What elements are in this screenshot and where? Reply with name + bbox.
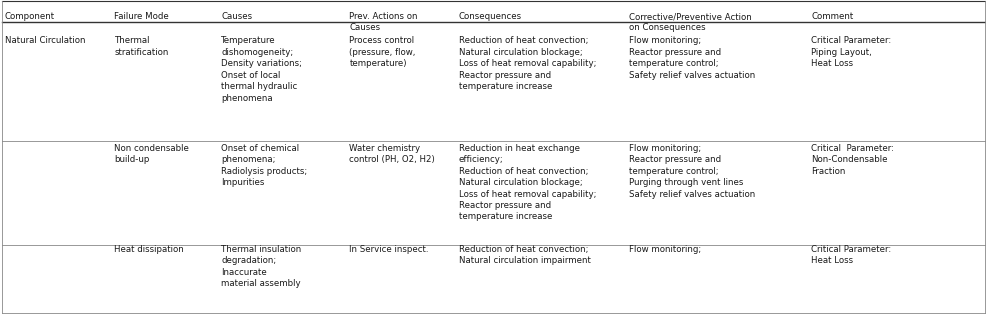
Text: Water chemistry
control (PH, O2, H2): Water chemistry control (PH, O2, H2)	[349, 144, 435, 164]
Text: Flow monitoring;: Flow monitoring;	[628, 245, 700, 254]
Text: Onset of chemical
phenomena;
Radiolysis products;
Impurities: Onset of chemical phenomena; Radiolysis …	[221, 144, 307, 187]
Text: Causes: Causes	[221, 12, 252, 21]
Text: Corrective/Preventive Action
on Consequences: Corrective/Preventive Action on Conseque…	[628, 12, 750, 33]
Text: Natural Circulation: Natural Circulation	[5, 36, 86, 45]
Text: Component: Component	[5, 12, 55, 21]
Text: Non condensable
build-up: Non condensable build-up	[114, 144, 189, 164]
Text: Consequences: Consequences	[458, 12, 522, 21]
Text: Comment: Comment	[810, 12, 853, 21]
Text: Thermal insulation
degradation;
Inaccurate
material assembly: Thermal insulation degradation; Inaccura…	[221, 245, 301, 288]
Text: Reduction in heat exchange
efficiency;
Reduction of heat convection;
Natural cir: Reduction in heat exchange efficiency; R…	[458, 144, 596, 222]
Text: Temperature
dishomogeneity;
Density variations;
Onset of local
thermal hydraulic: Temperature dishomogeneity; Density vari…	[221, 36, 302, 103]
Text: Flow monitoring;
Reactor pressure and
temperature control;
Purging through vent : Flow monitoring; Reactor pressure and te…	[628, 144, 754, 198]
Text: In Service inspect.: In Service inspect.	[349, 245, 429, 254]
Text: Critical Parameter:
Heat Loss: Critical Parameter: Heat Loss	[810, 245, 890, 265]
Text: Critical  Parameter:
Non-Condensable
Fraction: Critical Parameter: Non-Condensable Frac…	[810, 144, 893, 176]
Text: Reduction of heat convection;
Natural circulation impairment: Reduction of heat convection; Natural ci…	[458, 245, 591, 265]
Text: Failure Mode: Failure Mode	[114, 12, 169, 21]
Text: Heat dissipation: Heat dissipation	[114, 245, 184, 254]
Text: Reduction of heat convection;
Natural circulation blockage;
Loss of heat removal: Reduction of heat convection; Natural ci…	[458, 36, 596, 91]
Text: Thermal
stratification: Thermal stratification	[114, 36, 169, 57]
Text: Critical Parameter:
Piping Layout,
Heat Loss: Critical Parameter: Piping Layout, Heat …	[810, 36, 890, 68]
Text: Process control
(pressure, flow,
temperature): Process control (pressure, flow, tempera…	[349, 36, 415, 68]
Text: Prev. Actions on
Causes: Prev. Actions on Causes	[349, 12, 417, 33]
Text: Flow monitoring;
Reactor pressure and
temperature control;
Safety relief valves : Flow monitoring; Reactor pressure and te…	[628, 36, 754, 80]
